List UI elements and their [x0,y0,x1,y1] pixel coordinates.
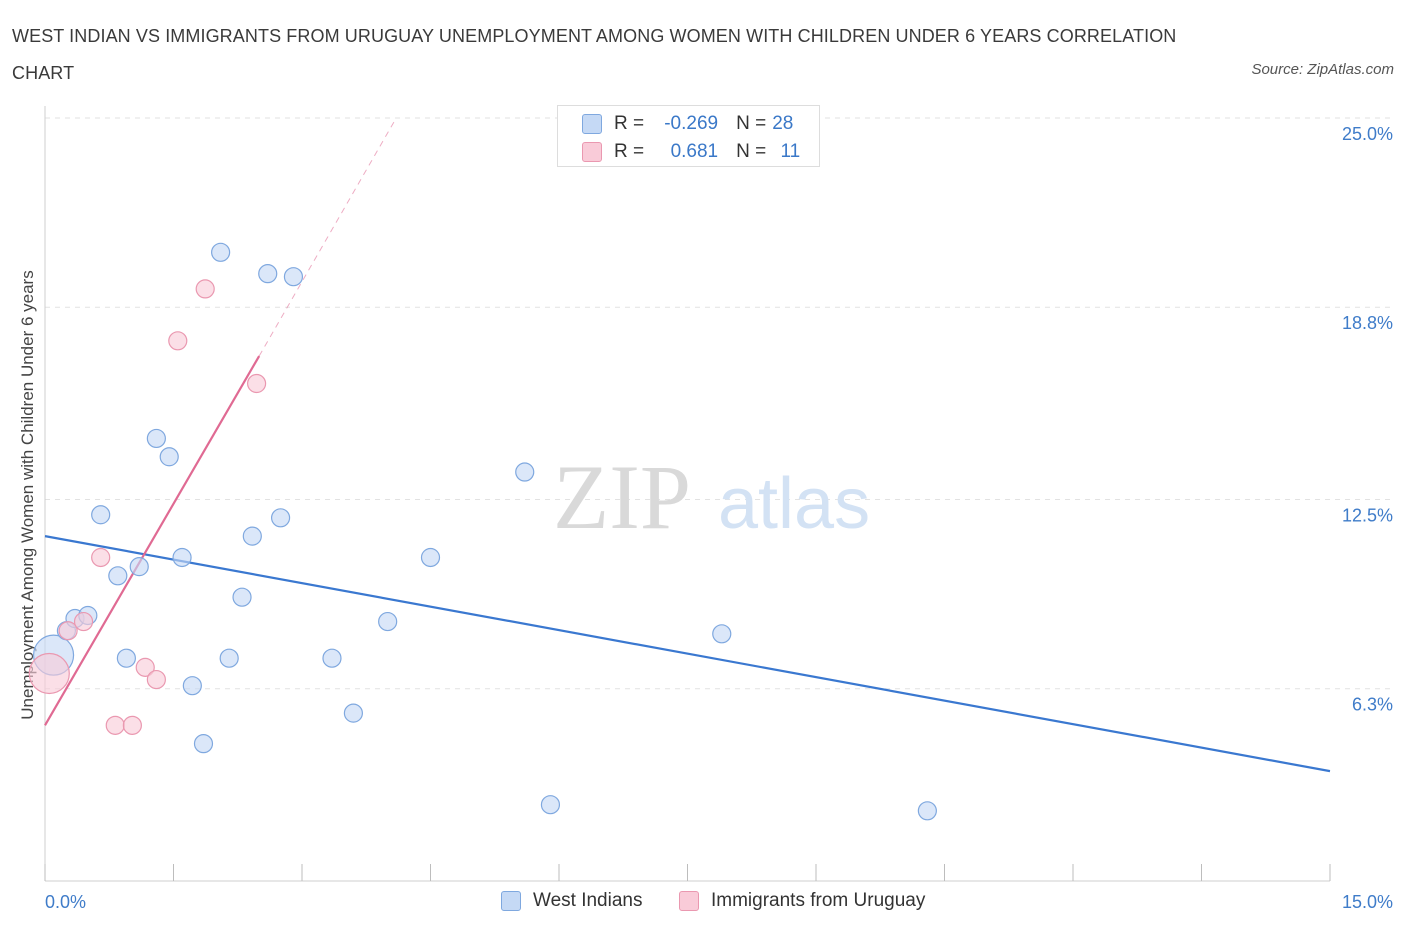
west-indian-point [219,648,239,668]
west-indian-point [258,264,278,284]
stats-box: R = -0.269 N = 28 R = 0.681 N = 11 [557,105,820,167]
uruguay-point [135,657,155,677]
west-indian-point [211,242,231,262]
uruguay-trend-extension [258,117,397,357]
y-tick-label: 12.5% [1342,506,1393,526]
trend-layer [44,117,1331,773]
stats-swatch-pink [582,142,602,162]
west-indian-point [146,428,166,449]
west-indian-point [712,624,732,644]
y-tick-label: 18.8% [1342,313,1393,333]
west-indian-point [91,505,111,525]
west-indian-point [116,648,136,668]
stats-r-value: -0.269 [664,113,719,134]
uruguay-point [246,373,267,394]
west-indian-point [917,801,937,821]
west-indian-point [108,566,128,586]
west-indian-point [540,795,561,815]
uruguay-point [146,669,166,690]
stats-row-west-indians: R = -0.269 N = 28 [582,111,793,137]
stats-n-value: 28 [772,113,794,134]
uruguay-point [122,715,142,735]
y-tick-label: 25.0% [1342,124,1393,144]
west-indian-point [283,267,304,287]
uruguay-point [73,611,94,632]
stats-r-value: 0.681 [670,141,719,162]
legend-swatch-pink [679,891,699,911]
x-tick-label-min: 0.0% [45,892,86,912]
legend-label-west-indians: West Indians [533,890,643,911]
stats-r-label: R = [614,141,645,162]
west-indian-point [182,676,202,696]
legend-label-uruguay: Immigrants from Uruguay [711,890,926,911]
axis-layer [44,106,1331,882]
legend-item-uruguay[interactable]: Immigrants from Uruguay [679,890,925,912]
watermark: ZIP atlas [553,446,870,548]
stats-n-label: N = [736,141,767,162]
stats-swatch-blue [582,114,602,134]
source-label: Source: ZipAtlas.com [1251,61,1394,78]
west-indian-point [172,547,192,568]
watermark-zip: ZIP [553,446,691,548]
chart-title: WEST INDIAN VS IMMIGRANTS FROM URUGUAY U… [12,26,1177,83]
uruguay-point [58,621,78,641]
west-indian-point [420,547,441,568]
west-indian-point [232,587,252,607]
west-indian-point [159,447,179,467]
uruguay-trend-line [44,355,261,726]
west-indian-point [515,462,535,482]
uruguay-point [195,279,215,299]
legend: West Indians Immigrants from Uruguay [0,888,1406,916]
legend-item-west-indians[interactable]: West Indians [501,890,642,912]
stats-n-label: N = [736,113,767,134]
uruguay-point [91,547,111,568]
west-indian-point [343,703,363,723]
tick-label-layer: 6.3% 12.5% 18.8% 25.0% 0.0% 15.0% [45,124,1393,912]
west-indian-point [378,611,398,632]
west-indian-point [193,734,214,754]
stats-row-uruguay: R = 0.681 N = 11 [582,139,800,165]
uruguay-point [28,652,70,695]
west-indian-point [129,557,149,577]
uruguay-point [168,331,188,351]
y-tick-label: 6.3% [1352,695,1393,715]
west-indian-point [242,526,262,546]
stats-r-label: R = [614,113,645,134]
uruguay-point [105,715,125,735]
x-tick-label-max: 15.0% [1342,892,1393,912]
legend-swatch-blue [501,891,521,911]
stats-n-value: 11 [780,141,801,162]
west-indian-point [270,508,291,528]
watermark-atlas: atlas [718,464,870,544]
point-layer [28,242,937,821]
west-indian-point [322,648,342,668]
west-indian-trend-line [44,535,1331,773]
